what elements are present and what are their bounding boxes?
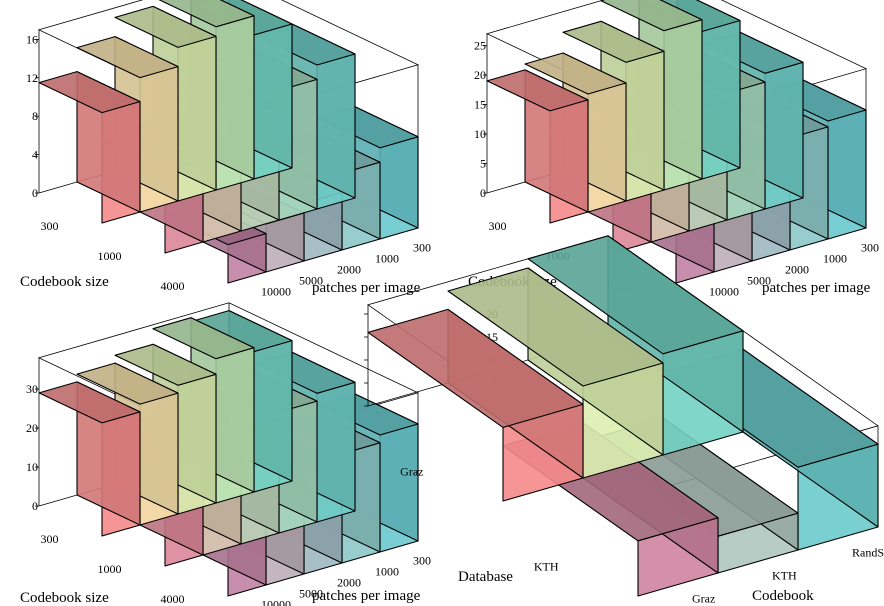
- bar: [486, 69, 589, 224]
- z-tick-label: 16: [26, 32, 38, 46]
- y-tick-label: KTH: [534, 560, 559, 574]
- bar: [38, 381, 141, 537]
- x-tick-label: 5000: [747, 274, 771, 288]
- x-tick-label: 300: [413, 554, 431, 568]
- x-tick-labels: 10000 5000 2000 1000 300: [709, 241, 879, 299]
- chart-panel-bottom-right: Database Codebook 05101520GrazKTHGrazKTH…: [364, 235, 884, 606]
- x-axis-title: patches per image: [762, 280, 871, 296]
- x-tick-labels: 10000 5000 2000 1000 300: [261, 241, 431, 299]
- z-tick-label: 20: [474, 68, 486, 82]
- x-tick-label: 1000: [823, 252, 847, 266]
- x-axis-title: patches per image: [312, 280, 421, 296]
- x-tick-label: 10000: [709, 285, 739, 299]
- x-tick-label: 1000: [375, 252, 399, 266]
- y-tick-label: 300: [489, 219, 507, 233]
- x-tick-label: 2000: [337, 576, 361, 590]
- x-tick-labels: Graz KTH RandSIFT: [692, 546, 884, 606]
- chart-panel-top-right: Codebook size patches per image 05101520…: [468, 0, 879, 299]
- bar: [367, 308, 584, 502]
- bars: [486, 0, 867, 284]
- y-tick-label: 300: [41, 219, 59, 233]
- bar: [447, 267, 664, 479]
- y-tick-labels: 300 1000 4000: [41, 532, 185, 606]
- y-tick-label: 1000: [98, 562, 122, 576]
- z-tick-label: 20: [26, 421, 38, 435]
- y-tick-label: 1000: [98, 249, 122, 263]
- z-tick-label: 10: [26, 460, 38, 474]
- z-tick-label: 12: [26, 71, 38, 85]
- x-tick-label: 5000: [299, 587, 323, 601]
- x-axis-title: Codebook: [752, 588, 814, 604]
- y-tick-labels: Graz KTH: [400, 465, 559, 574]
- y-tick-label: 4000: [161, 592, 185, 606]
- z-tick-label: 10: [474, 127, 486, 141]
- x-tick-label: 1000: [375, 565, 399, 579]
- bar: [527, 235, 744, 456]
- x-tick-label: RandSIFT: [852, 546, 884, 560]
- z-tick-label: 25: [474, 39, 486, 53]
- x-tick-label: 10000: [261, 598, 291, 606]
- y-tick-label: 300: [41, 532, 59, 546]
- y-tick-label: Graz: [400, 465, 423, 479]
- axis-title-codebook-size: Codebook size: [20, 274, 109, 290]
- x-tick-label: 10000: [261, 285, 291, 299]
- x-tick-label: 5000: [299, 274, 323, 288]
- bars: [367, 235, 879, 597]
- bars: [38, 0, 419, 284]
- bar: [38, 71, 141, 224]
- x-tick-label: 2000: [785, 263, 809, 277]
- x-tick-label: KTH: [772, 569, 797, 583]
- x-tick-label: 2000: [337, 263, 361, 277]
- y-axis-title: Codebook size: [20, 274, 109, 290]
- chart-panel-bottom-left: Codebook size patches per image 01020303…: [20, 302, 431, 606]
- bars: [38, 310, 419, 597]
- x-tick-label: 300: [413, 241, 431, 255]
- y-axis-title: Database: [458, 569, 513, 585]
- chart-panel-top-left: Codebook size patches per image 04812163…: [20, 0, 431, 299]
- y-axis-title: Codebook size: [20, 590, 109, 606]
- y-tick-labels: 300 1000 4000: [41, 219, 185, 293]
- z-tick-label: 30: [26, 382, 38, 396]
- x-tick-label: Graz: [692, 592, 715, 606]
- y-tick-label: 4000: [161, 279, 185, 293]
- x-tick-labels: 10000 5000 2000 1000 300: [261, 554, 431, 606]
- x-axis-title: patches per image: [312, 588, 421, 604]
- x-tick-label: 300: [861, 241, 879, 255]
- z-tick-label: 15: [474, 98, 486, 112]
